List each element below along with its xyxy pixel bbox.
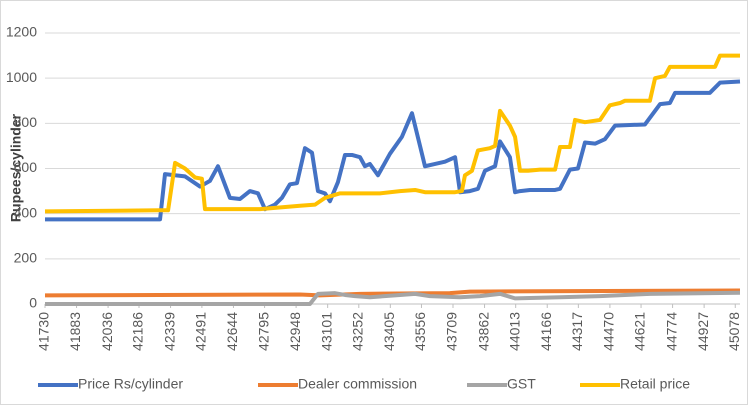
- x-tick-label: 43862: [475, 312, 491, 351]
- x-tick-label: 44774: [663, 312, 679, 351]
- y-axis-title: Rupees/cylinder: [8, 113, 24, 222]
- line-series: [45, 290, 741, 306]
- line-series: [44, 53, 740, 214]
- x-tick-label: 42339: [161, 312, 177, 351]
- x-tick-label: 44470: [601, 312, 617, 351]
- x-tick-label: 44166: [538, 312, 554, 351]
- x-tick-label: 42644: [224, 312, 240, 351]
- x-tick-label: 42036: [99, 312, 115, 351]
- x-tick-label: 43405: [381, 312, 397, 351]
- x-tick-label: 42491: [193, 312, 209, 351]
- x-tick-label: 43709: [444, 312, 460, 351]
- x-tick-label: 42948: [287, 312, 303, 351]
- y-tick-label: 1000: [6, 69, 37, 85]
- x-tick-label: 45078: [726, 312, 742, 351]
- x-tick-label: 41883: [67, 312, 83, 351]
- y-tick-label: 600: [14, 159, 38, 175]
- x-tick-label: 44927: [695, 312, 711, 351]
- y-tick-label: 200: [14, 250, 38, 266]
- x-tick-label: 41730: [36, 312, 52, 351]
- y-tick-label: 800: [14, 114, 38, 130]
- line-series: [45, 79, 741, 222]
- x-tick-label: 44621: [632, 312, 648, 351]
- y-tick-label: 0: [29, 295, 37, 311]
- legend-label: Price Rs/cylinder: [78, 376, 183, 392]
- legend-label: Retail price: [620, 376, 690, 392]
- legend-label: Dealer commission: [298, 376, 417, 392]
- legend-label: GST: [507, 376, 536, 392]
- x-tick-label: 43252: [349, 312, 365, 351]
- x-tick-label: 44013: [506, 312, 522, 351]
- y-tick-label: 400: [14, 204, 38, 220]
- x-tick-label: 43556: [412, 312, 428, 351]
- x-tick-label: 44317: [569, 312, 585, 351]
- x-tick-label: 42186: [130, 312, 146, 351]
- y-tick-label: 1200: [6, 24, 37, 40]
- x-tick-label: 42795: [255, 312, 271, 351]
- x-tick-label: 43101: [318, 312, 334, 351]
